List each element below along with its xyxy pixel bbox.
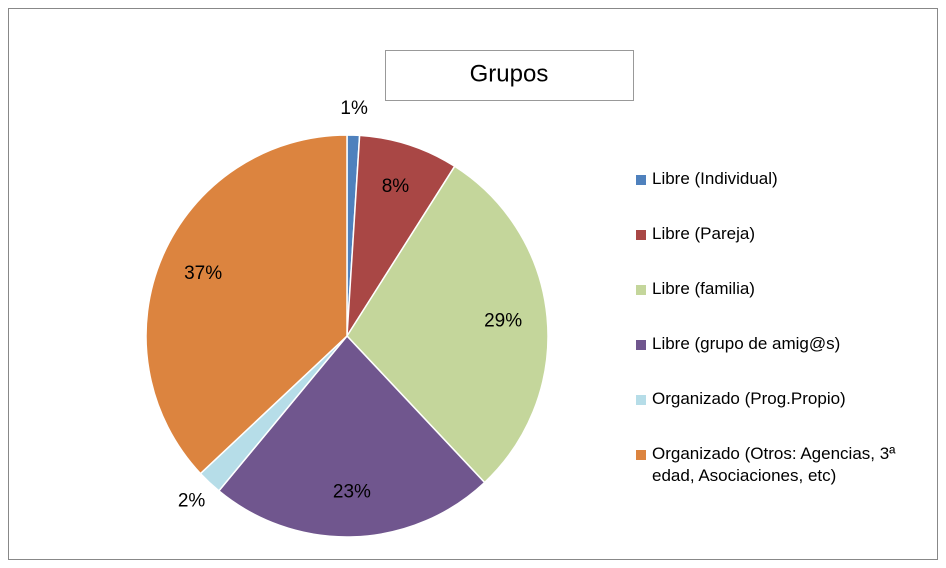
legend-item: Organizado (Prog.Propio) [636,388,926,443]
legend-item: Organizado (Otros: Agencias, 3ª edad, As… [636,443,926,498]
legend: Libre (Individual) Libre (Pareja) Libre (f… [636,168,926,498]
legend-swatch [636,340,646,350]
legend-swatch [636,450,646,460]
legend-label: Organizado (Otros: Agencias, 3ª edad, As… [652,444,896,485]
data-label: 29% [484,310,522,331]
data-label: 1% [340,98,368,119]
legend-item: Libre (Pareja) [636,223,926,278]
legend-swatch [636,175,646,185]
legend-label: Libre (Pareja) [652,224,755,243]
chart-title: Grupos [470,60,549,87]
data-label: 2% [178,490,206,511]
pie-slice [346,134,456,337]
legend-swatch [636,285,646,295]
data-label: 23% [333,482,371,503]
legend-label: Organizado (Prog.Propio) [652,389,846,408]
legend-item: Libre (grupo de amig@s) [636,333,926,388]
legend-item: Libre (familia) [636,278,926,333]
pie-slice [145,134,348,475]
legend-swatch [636,395,646,405]
legend-label: Libre (familia) [652,279,755,298]
legend-swatch [636,230,646,240]
pie-slice [217,334,486,538]
data-label: 37% [184,263,222,284]
legend-label: Libre (Individual) [652,169,778,188]
legend-item: Libre (Individual) [636,168,926,223]
data-label: 8% [382,176,410,197]
legend-label: Libre (grupo de amig@s) [652,334,841,353]
pie-slice [346,165,549,484]
title-box [385,50,634,101]
